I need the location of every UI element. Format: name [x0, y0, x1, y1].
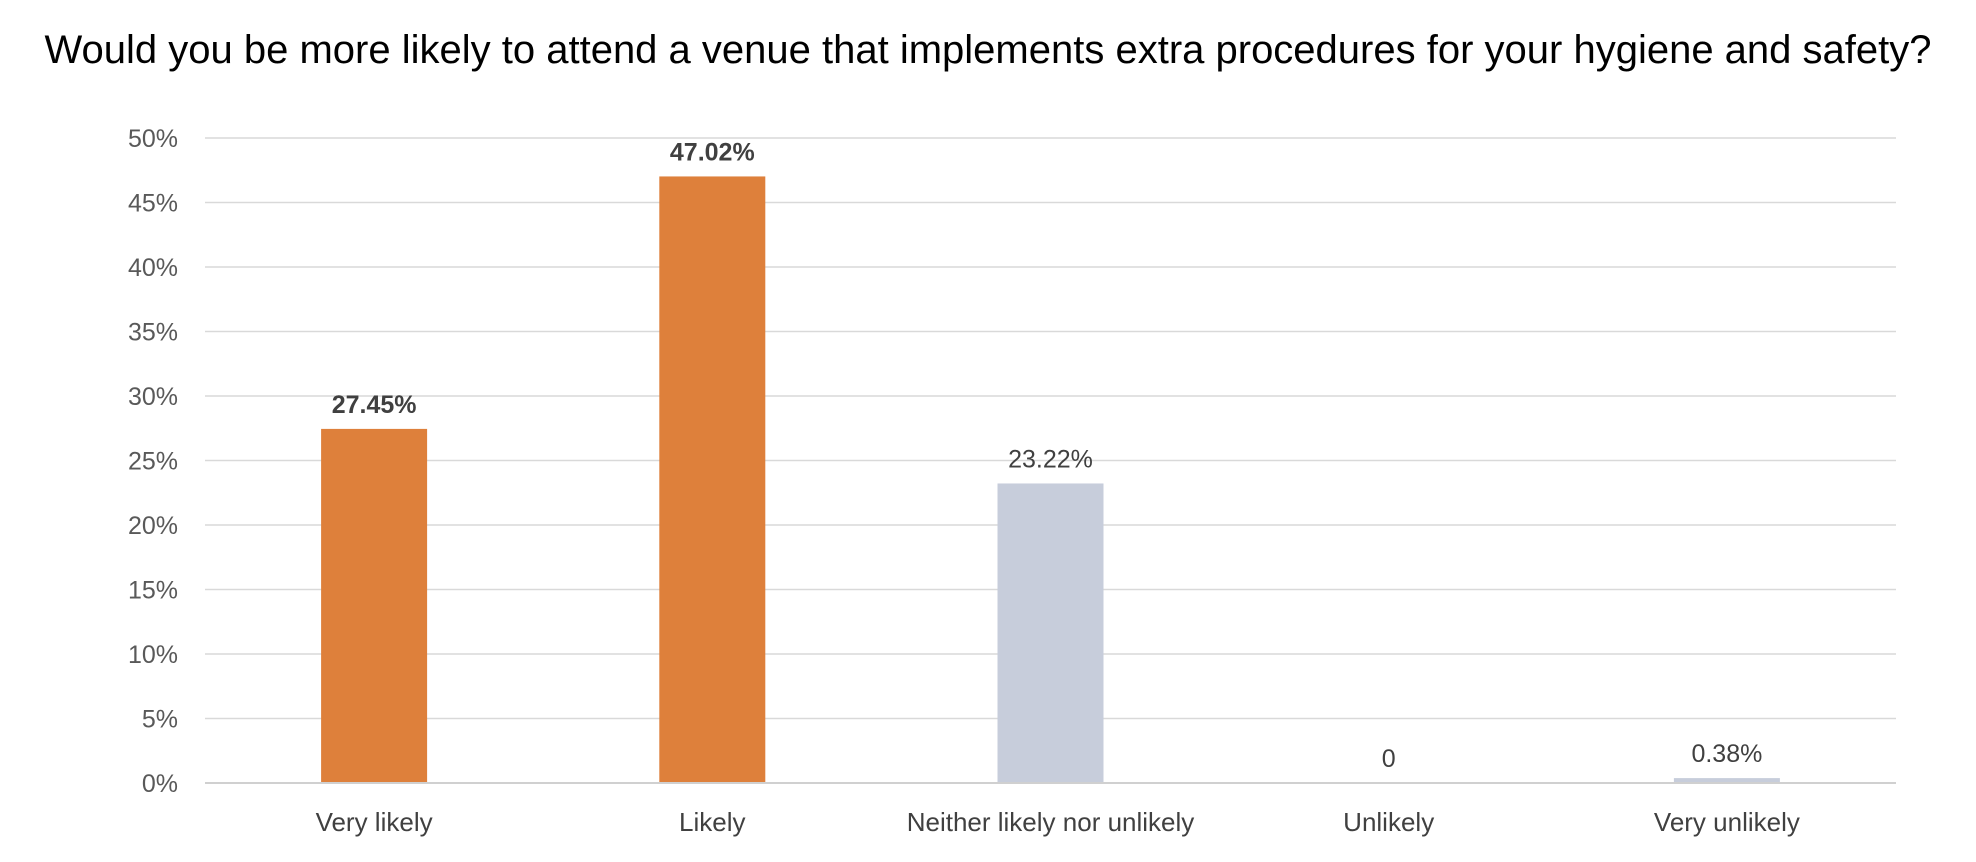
- data-label: 27.45%: [332, 391, 417, 419]
- bar: [659, 176, 766, 783]
- data-labels: 27.45% 47.02% 23.22% 0 0.38%: [332, 138, 1763, 773]
- chart-title: Would you be more likely to attend a ven…: [44, 28, 1932, 72]
- y-tick-label: 45%: [128, 190, 178, 218]
- y-tick-label: 50%: [128, 125, 178, 153]
- y-tick-label: 35%: [128, 319, 178, 347]
- y-tick-label: 20%: [128, 512, 178, 540]
- bar: [997, 483, 1104, 783]
- y-tick-label: 15%: [128, 577, 178, 605]
- bar: [321, 428, 428, 783]
- bar: [1673, 778, 1780, 783]
- category-label: Very unlikely: [1654, 807, 1800, 837]
- bars: [321, 176, 1780, 783]
- y-tick-label: 0%: [142, 770, 178, 798]
- y-tick-label: 30%: [128, 383, 178, 411]
- data-label: 0: [1382, 745, 1396, 773]
- category-labels: Very likely Likely Neither likely nor unli…: [316, 807, 1800, 837]
- category-label: Very likely: [316, 807, 433, 837]
- data-label: 0.38%: [1691, 740, 1762, 768]
- y-tick-label: 25%: [128, 448, 178, 476]
- data-label: 23.22%: [1008, 445, 1093, 473]
- category-label: Unlikely: [1343, 807, 1434, 837]
- category-label: Neither likely nor unlikely: [907, 807, 1195, 837]
- y-tick-label: 10%: [128, 641, 178, 669]
- y-tick-label: 5%: [142, 706, 178, 734]
- data-label: 47.02%: [670, 138, 755, 166]
- y-axis-ticks: 0% 5% 10% 15% 20% 25% 30% 35% 40% 45% 50%: [128, 125, 178, 798]
- y-tick-label: 40%: [128, 254, 178, 282]
- category-label: Likely: [679, 807, 745, 837]
